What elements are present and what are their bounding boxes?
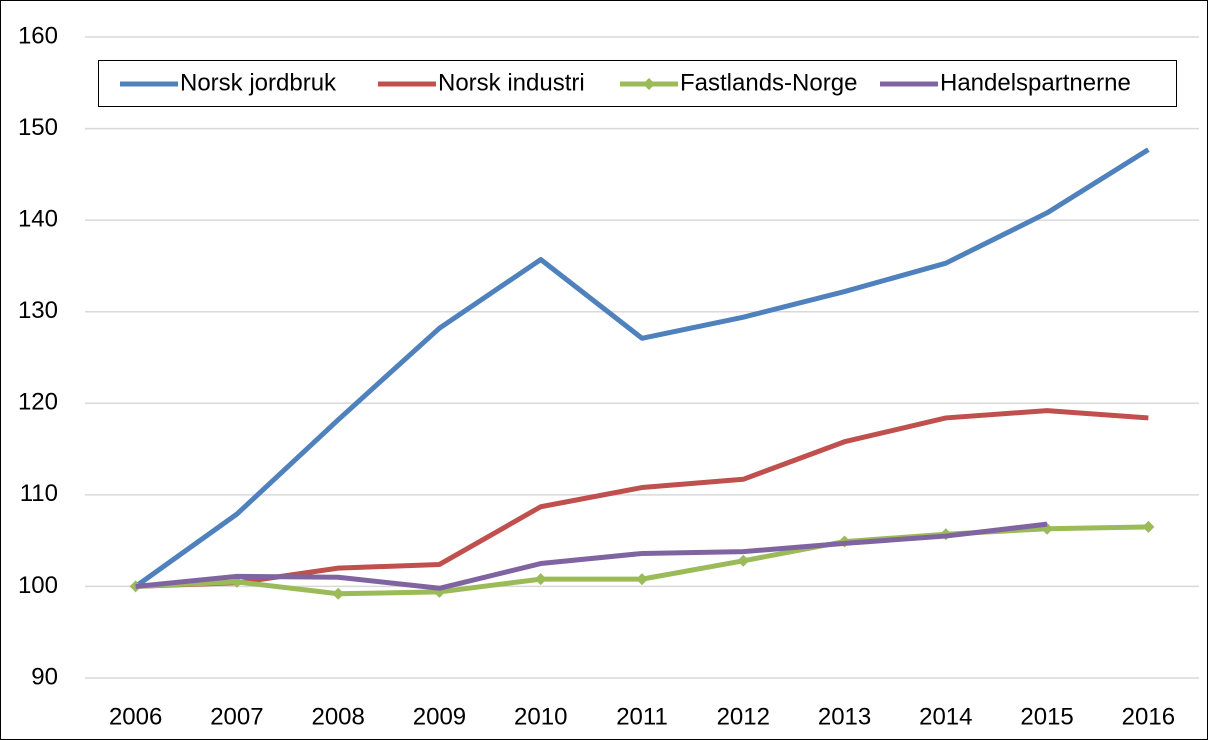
x-tick-label: 2012 — [717, 703, 770, 730]
legend-label: Norsk industri — [438, 69, 585, 96]
x-tick-label: 2009 — [413, 703, 466, 730]
marker — [332, 587, 345, 600]
x-tick-label: 2011 — [616, 703, 668, 730]
y-tick-label: 130 — [18, 297, 58, 324]
x-tick-label: 2008 — [311, 703, 364, 730]
y-tick-label: 90 — [31, 663, 58, 690]
x-tick-label: 2006 — [109, 703, 162, 730]
x-tick-label: 2015 — [1020, 703, 1073, 730]
y-tick-label: 100 — [18, 572, 58, 599]
x-tick-label: 2016 — [1122, 703, 1175, 730]
x-tick-label: 2014 — [919, 703, 972, 730]
y-tick-label: 120 — [18, 389, 58, 416]
legend-marker — [643, 78, 655, 90]
legend-label: Handelspartnerne — [940, 69, 1131, 96]
y-tick-label: 160 — [18, 22, 58, 49]
x-tick-label: 2013 — [818, 703, 871, 730]
marker — [1142, 520, 1155, 533]
series-line — [134, 147, 1150, 589]
series-line — [135, 408, 1149, 589]
x-tick-label: 2007 — [210, 703, 263, 730]
y-tick-label: 110 — [20, 480, 58, 507]
marker — [737, 554, 750, 567]
y-tick-label: 150 — [18, 114, 58, 141]
marker — [534, 573, 547, 586]
legend-label: Norsk jordbruk — [180, 69, 337, 96]
legend-box — [98, 60, 1177, 107]
y-tick-label: 140 — [18, 205, 58, 232]
x-tick-label: 2010 — [514, 703, 567, 730]
series-line — [135, 521, 1048, 591]
marker — [636, 573, 648, 586]
legend-label: Fastlands-Norge — [680, 69, 857, 96]
